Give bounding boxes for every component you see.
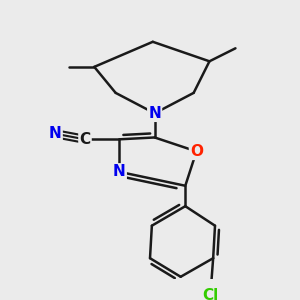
Text: N: N <box>148 106 161 121</box>
Text: O: O <box>190 144 203 159</box>
Text: N: N <box>49 126 61 141</box>
Text: N: N <box>113 164 126 179</box>
Text: C: C <box>80 132 91 147</box>
Text: Cl: Cl <box>202 288 218 300</box>
